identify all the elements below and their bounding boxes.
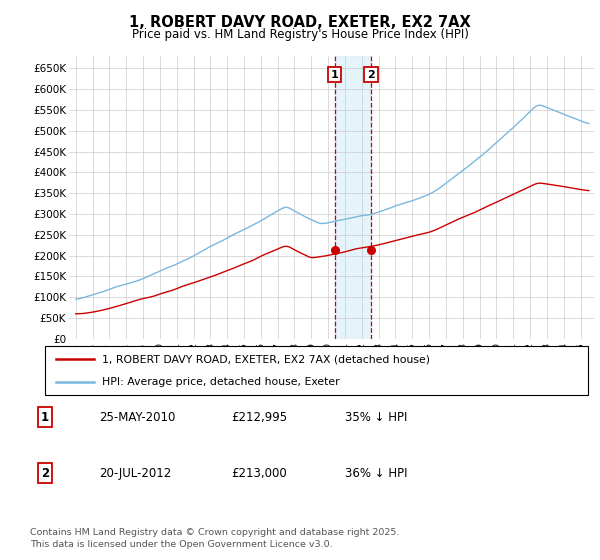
Text: Price paid vs. HM Land Registry's House Price Index (HPI): Price paid vs. HM Land Registry's House …	[131, 28, 469, 41]
Text: 1, ROBERT DAVY ROAD, EXETER, EX2 7AX: 1, ROBERT DAVY ROAD, EXETER, EX2 7AX	[129, 15, 471, 30]
Text: 1: 1	[41, 410, 49, 424]
Text: 2: 2	[41, 466, 49, 480]
Text: HPI: Average price, detached house, Exeter: HPI: Average price, detached house, Exet…	[102, 377, 340, 388]
Text: 25-MAY-2010: 25-MAY-2010	[99, 410, 175, 424]
Text: £212,995: £212,995	[231, 410, 287, 424]
Text: 20-JUL-2012: 20-JUL-2012	[99, 466, 171, 480]
Text: Contains HM Land Registry data © Crown copyright and database right 2025.
This d: Contains HM Land Registry data © Crown c…	[30, 528, 400, 549]
Bar	[335, 56, 371, 339]
Text: 36% ↓ HPI: 36% ↓ HPI	[345, 466, 407, 480]
FancyBboxPatch shape	[45, 346, 588, 395]
Text: 35% ↓ HPI: 35% ↓ HPI	[345, 410, 407, 424]
Text: £213,000: £213,000	[231, 466, 287, 480]
Text: 1: 1	[331, 69, 338, 80]
Text: 2: 2	[367, 69, 375, 80]
Text: 1, ROBERT DAVY ROAD, EXETER, EX2 7AX (detached house): 1, ROBERT DAVY ROAD, EXETER, EX2 7AX (de…	[102, 354, 430, 365]
